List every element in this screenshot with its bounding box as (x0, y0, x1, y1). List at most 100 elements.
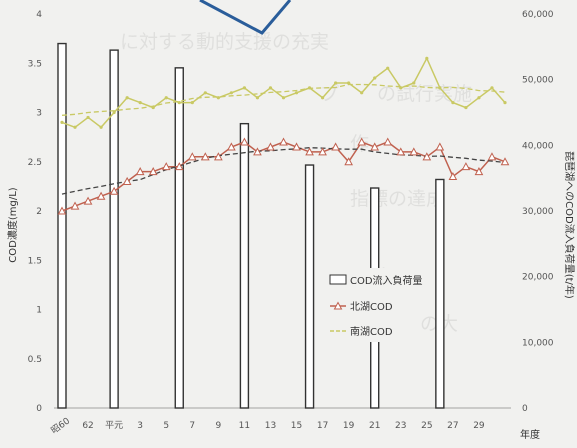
data-point-north (435, 142, 445, 151)
y-tick-label: 1.5 (28, 256, 42, 266)
y-tick-label: 0.5 (28, 355, 42, 365)
data-point-south (503, 101, 507, 105)
x-tick-label: 21 (369, 421, 380, 431)
y-tick-label: 0 (36, 404, 42, 414)
y2-tick-label: 40,000 (522, 141, 554, 151)
data-point-north (461, 162, 471, 171)
data-point-south (86, 115, 90, 120)
data-point-north (500, 157, 510, 166)
data-point-north (253, 147, 262, 156)
x-axis-title: 年度 (520, 428, 540, 441)
data-point-south (216, 96, 220, 100)
data-point-south (177, 101, 181, 105)
data-point-south (320, 96, 325, 100)
y-tick-label: 2.5 (28, 158, 42, 168)
data-point-south (268, 86, 273, 90)
data-point-south (112, 110, 116, 115)
data-point-north (227, 142, 236, 151)
bar (57, 42, 67, 409)
data-point-north (305, 147, 314, 156)
y-tick-label: 3 (36, 109, 42, 119)
legend-label-cod-load: COD流入負荷量 (350, 274, 423, 287)
data-point-north (83, 196, 93, 205)
data-point-north (135, 167, 145, 176)
x-tick-label: 23 (395, 421, 406, 431)
bar (109, 49, 119, 409)
bar (304, 164, 315, 409)
x-tick-label: 平元 (105, 420, 123, 431)
data-point-south (255, 96, 260, 100)
x-tick-label: 5 (163, 421, 169, 431)
y-tick-label: 2 (36, 207, 42, 217)
data-point-south (464, 105, 468, 110)
data-point-north (266, 142, 275, 151)
arrow-stroke-icon (199, 0, 292, 35)
legend-label-south: 南湖COD (350, 325, 393, 338)
data-point-north (318, 147, 327, 156)
data-point-south (125, 96, 129, 100)
data-point-south (99, 125, 103, 129)
data-point-north (214, 152, 223, 161)
data-point-north (122, 176, 132, 185)
data-point-south (242, 86, 247, 90)
data-point-south (164, 96, 168, 100)
y2-tick-label: 20,000 (522, 273, 554, 283)
data-point-north (279, 137, 288, 146)
top-arrow-decoration (199, 0, 292, 35)
y-tick-label: 1 (36, 306, 42, 316)
data-point-south (386, 66, 390, 70)
data-point-north (357, 137, 367, 146)
data-point-south (399, 86, 403, 90)
data-point-south (373, 76, 377, 80)
y-tick-label: 3.5 (28, 59, 42, 69)
y2-tick-label: 0 (522, 404, 528, 414)
y-tick-label: 4 (36, 10, 42, 20)
y-axis-right: 0 10,000 20,000 30,000 40,000 50,000 60,000 (522, 10, 554, 414)
x-tick-label: 62 (82, 421, 93, 431)
data-point-north (487, 152, 497, 161)
y2-tick-label: 30,000 (522, 207, 554, 217)
y2-tick-label: 10,000 (522, 338, 554, 348)
data-point-south (73, 125, 77, 129)
data-point-south (438, 86, 442, 90)
legend: COD流入負荷量 北湖COD 南湖COD (322, 268, 423, 342)
data-point-north (109, 186, 119, 195)
data-point-south (490, 86, 494, 90)
data-point-south (477, 96, 481, 100)
data-point-north (57, 206, 67, 215)
trend-line-north (61, 147, 506, 195)
data-point-north (240, 137, 249, 146)
data-point-north (474, 167, 484, 176)
data-point-north (409, 147, 419, 156)
y-axis-title: COD濃度(mg/L) (6, 187, 19, 262)
y2-axis-title: 琵琶湖へのCOD流入負荷量(t/年) (563, 151, 576, 299)
data-point-south (334, 81, 338, 85)
bar (239, 122, 250, 409)
data-point-north (383, 137, 393, 146)
data-point-south (281, 96, 286, 100)
svg-text:プ の試行実施: プ の試行実施 (320, 83, 472, 105)
data-point-south (347, 81, 351, 85)
data-point-north (174, 162, 184, 171)
data-point-south (307, 86, 312, 90)
data-point-north (96, 191, 106, 200)
x-tick-label: 27 (447, 421, 458, 431)
data-point-north (331, 142, 340, 151)
legend-marker-north-icon (333, 301, 343, 310)
data-point-north (70, 201, 80, 210)
x-tick-label: 15 (291, 421, 302, 431)
x-tick-label: 昭60 (49, 415, 72, 436)
x-tick-label: 9 (215, 421, 221, 431)
data-point-north (187, 152, 197, 161)
line-series-group (57, 56, 510, 215)
x-tick-label: 29 (473, 421, 485, 431)
data-point-north (148, 167, 158, 176)
y2-tick-label: 50,000 (522, 76, 554, 86)
data-point-north (370, 142, 380, 151)
data-point-south (294, 91, 299, 95)
y-axis-left: 0 0.5 1 1.5 2 2.5 3 3.5 4 (28, 10, 43, 414)
data-point-south (451, 101, 455, 105)
data-point-north (292, 142, 301, 151)
x-tick-label: 19 (343, 421, 355, 431)
